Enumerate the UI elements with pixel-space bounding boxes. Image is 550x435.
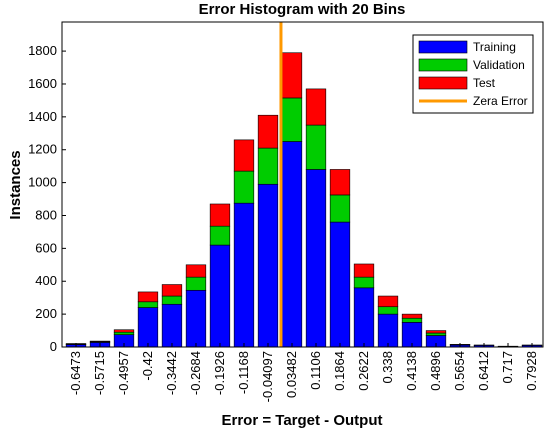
bar-segment <box>185 264 207 278</box>
y-tick-label: 0 <box>50 339 57 354</box>
bar-segment <box>113 329 135 333</box>
y-tick-label: 1000 <box>28 175 57 190</box>
legend-swatch <box>418 76 468 90</box>
legend-label: Validation <box>473 58 525 72</box>
bar-segment <box>353 287 375 348</box>
bar-segment <box>329 194 351 223</box>
y-tick-label: 1200 <box>28 142 57 157</box>
bar-segment <box>257 147 279 185</box>
bar-segment <box>89 340 111 343</box>
bar-segment <box>161 303 183 348</box>
bar-segment <box>305 169 327 348</box>
x-tick-label: -0.2684 <box>188 351 203 395</box>
x-tick-label: -0.1926 <box>212 351 227 395</box>
bar-segment <box>377 313 399 348</box>
legend-label: Training <box>473 40 516 54</box>
y-tick-label: 800 <box>35 207 57 222</box>
x-tick-label: -0.4957 <box>116 351 131 395</box>
y-tick-label: 1800 <box>28 43 57 58</box>
bar-segment <box>185 276 207 291</box>
x-tick-label: -0.1168 <box>236 351 251 394</box>
legend-swatch <box>418 40 468 54</box>
y-tick-label: 1600 <box>28 76 57 91</box>
x-tick-label: 0.4896 <box>428 351 443 391</box>
x-tick-label: 0.4138 <box>404 351 419 391</box>
y-tick-label: 1400 <box>28 109 57 124</box>
x-tick-label: 0.5654 <box>452 351 467 391</box>
bar-segment <box>401 317 423 323</box>
x-tick-label: 0.2622 <box>356 351 371 391</box>
bar-segment <box>209 244 231 348</box>
bar-segment <box>377 306 399 315</box>
x-tick-label: -0.42 <box>140 351 155 381</box>
chart-title: Error Histogram with 20 Bins <box>199 1 406 18</box>
legend-label: Zera Error <box>473 94 528 108</box>
bar-segment <box>281 97 303 142</box>
legend-swatch <box>418 58 468 72</box>
y-axis-label: Instances <box>7 150 24 219</box>
bar-segment <box>233 139 255 172</box>
plot-frame <box>61 21 544 348</box>
bar-segment <box>281 141 303 348</box>
y-tick-label: 400 <box>35 273 57 288</box>
bar-segment <box>401 313 423 319</box>
bar-segment <box>137 301 159 308</box>
bar-segment <box>329 169 351 196</box>
x-tick-label: -0.3442 <box>164 351 179 395</box>
x-tick-label: 0.1864 <box>332 351 347 391</box>
bar-segment <box>425 330 447 334</box>
bar-segment <box>377 295 399 308</box>
y-tick-label: 200 <box>35 306 57 321</box>
bar-segment <box>233 202 255 348</box>
x-tick-label: -0.5715 <box>92 351 107 395</box>
bar-segment <box>257 183 279 348</box>
bar-segment <box>425 332 447 336</box>
bar-segment <box>161 295 183 305</box>
bar-segment <box>257 114 279 149</box>
bar-segment <box>209 225 231 246</box>
bar-segment <box>137 307 159 348</box>
bar-segment <box>353 276 375 289</box>
legend-label: Test <box>473 76 496 90</box>
x-tick-label: 0.7928 <box>524 351 539 391</box>
x-tick-label: 0.6412 <box>476 351 491 391</box>
y-tick-label: 600 <box>35 240 57 255</box>
bar-segment <box>233 170 255 204</box>
bar-segment <box>113 331 135 335</box>
bar-segment <box>353 263 375 278</box>
bar-segment <box>137 291 159 303</box>
bar-segment <box>305 124 327 170</box>
bar-segment <box>185 289 207 348</box>
x-tick-label: -0.6473 <box>68 351 83 395</box>
bar-segment <box>209 203 231 227</box>
bar-segment <box>161 284 183 297</box>
x-tick-label: 0.03482 <box>284 351 299 398</box>
x-tick-label: -0.04097 <box>260 351 275 402</box>
bar-segment <box>305 88 327 126</box>
x-axis-label: Error = Target - Output <box>222 412 383 429</box>
x-tick-label: 0.717 <box>500 351 515 384</box>
bar-segment <box>281 52 303 99</box>
bar-segment <box>329 221 351 348</box>
x-tick-label: 0.338 <box>380 351 395 384</box>
x-tick-label: 0.1106 <box>308 351 323 390</box>
